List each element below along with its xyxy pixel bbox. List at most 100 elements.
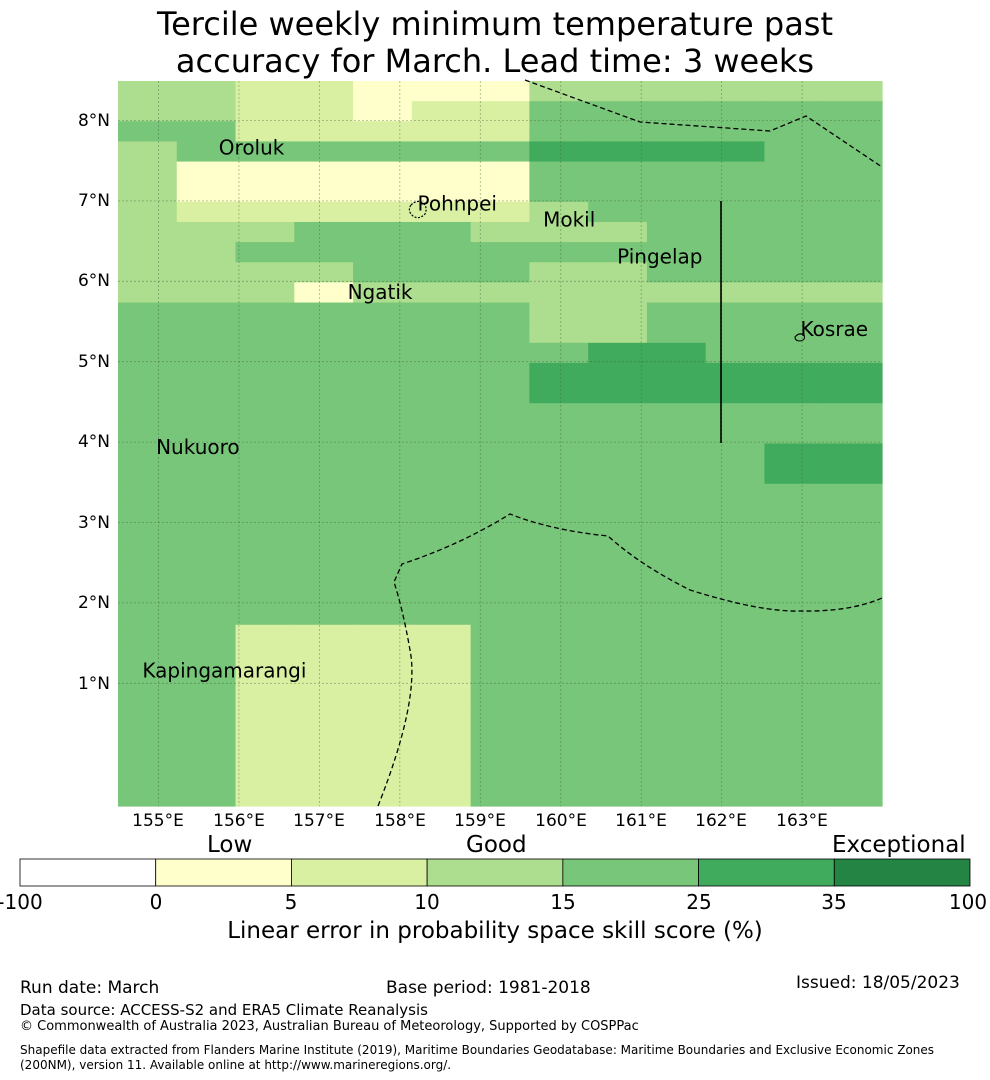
- copyright: © Commonwealth of Australia 2023, Austra…: [20, 1019, 639, 1034]
- grid-cell: [353, 81, 413, 102]
- grid-cell: [646, 443, 707, 465]
- grid-cell: [176, 201, 237, 223]
- grid-cell: [176, 524, 237, 545]
- grid-cell: [529, 383, 589, 404]
- grid-cell: [705, 342, 766, 364]
- grid-cell: [764, 181, 824, 203]
- grid-cell: [470, 141, 530, 163]
- grid-cell: [118, 342, 178, 364]
- grid-cell: [705, 705, 766, 727]
- grid-cell: [118, 242, 178, 263]
- grid-cell: [294, 81, 354, 102]
- grid-cell: [176, 161, 237, 183]
- grid-cell: [353, 383, 413, 404]
- grid-cell: [353, 322, 413, 344]
- grid-cell: [235, 705, 295, 727]
- grid-cell: [353, 161, 413, 183]
- grid-cell: [235, 302, 295, 324]
- data-source: Data source: ACCESS-S2 and ERA5 Climate …: [20, 1001, 428, 1019]
- grid-cell: [118, 302, 178, 324]
- grid-cell: [646, 705, 707, 727]
- grid-cell: [823, 765, 883, 787]
- colorbar-tick: 100: [948, 890, 988, 914]
- grid-cell: [529, 503, 589, 525]
- grid-cell: [529, 463, 589, 485]
- grid-cell: [176, 302, 237, 324]
- grid-cell: [646, 423, 707, 445]
- grid-cell: [176, 665, 237, 686]
- grid-cell: [470, 443, 530, 465]
- grid-cell: [588, 765, 648, 787]
- grid-cell: [823, 725, 883, 747]
- grid-cell: [118, 685, 178, 706]
- grid-cell: [764, 665, 824, 686]
- place-label: Mokil: [543, 208, 595, 232]
- grid-cell: [118, 665, 178, 686]
- eez-boundary-south: [377, 513, 883, 807]
- grid-cell: [176, 483, 237, 505]
- grid-cell: [823, 302, 883, 324]
- grid-cell: [176, 765, 237, 787]
- grid-cell: [588, 121, 648, 143]
- grid-cell: [411, 221, 472, 243]
- grid-cell: [764, 745, 824, 767]
- grid-cell: [235, 362, 295, 384]
- grid-cell: [294, 503, 354, 525]
- grid-cell: [470, 725, 530, 747]
- grid-cell: [646, 765, 707, 787]
- grid-cell: [646, 362, 707, 384]
- grid-cell: [823, 665, 883, 686]
- grid-cell: [411, 302, 472, 324]
- colorbar-tick: 25: [686, 890, 712, 914]
- grid-cell: [588, 564, 648, 586]
- grid-cell: [646, 644, 707, 666]
- grid-cell: [118, 262, 178, 283]
- colorbar-tick: 35: [821, 890, 847, 914]
- lon-label: 156°E: [213, 811, 265, 830]
- grid-cell: [764, 584, 824, 606]
- grid-cell: [235, 785, 295, 807]
- skill-map: 8°N 7°N 6°N 5°N 4°N 3°N 2°N 1°N 155°E 15…: [78, 79, 883, 830]
- grid-cell: [411, 705, 472, 727]
- grid-cell: [294, 302, 354, 324]
- grid-cell: [411, 201, 472, 223]
- grid-cell: [588, 181, 648, 203]
- grid-cell: [705, 101, 766, 122]
- grid-cell: [353, 685, 413, 706]
- grid-cell: [411, 141, 472, 163]
- grid-cell: [764, 564, 824, 586]
- grid-cell: [529, 181, 589, 203]
- grid-cell: [588, 201, 648, 223]
- grid-cell: [823, 161, 883, 183]
- grid-cell: [646, 201, 707, 223]
- grid-cell: [176, 423, 237, 445]
- grid-cell: [118, 383, 178, 404]
- place-label: Kapingamarangi: [142, 659, 306, 683]
- grid-cell: [823, 785, 883, 807]
- grid-cell: [705, 604, 766, 626]
- grid-cell: [529, 624, 589, 646]
- colorbar-tick: -100: [0, 890, 43, 914]
- grid-cell: [588, 745, 648, 767]
- grid-cell: [470, 745, 530, 767]
- grid-cell: [411, 725, 472, 747]
- grid-cell: [823, 705, 883, 727]
- grid-cell: [764, 322, 824, 344]
- grid-cell: [411, 121, 472, 143]
- grid-cell: [176, 181, 237, 203]
- grid-cell: [235, 463, 295, 485]
- grid-cell: [764, 101, 824, 122]
- colorbar-swatch: [833, 858, 971, 887]
- grid-cell: [588, 282, 648, 304]
- grid-cell: [764, 524, 824, 545]
- grid-cell: [646, 121, 707, 143]
- grid-cell: [823, 121, 883, 143]
- lon-label: 160°E: [535, 811, 587, 830]
- grid-cell: [764, 262, 824, 283]
- grid-cell: [529, 161, 589, 183]
- grid-cell: [353, 443, 413, 465]
- grid-cell: [764, 141, 824, 163]
- grid-cell: [470, 785, 530, 807]
- grid-cell: [411, 443, 472, 465]
- grid-cell: [176, 705, 237, 727]
